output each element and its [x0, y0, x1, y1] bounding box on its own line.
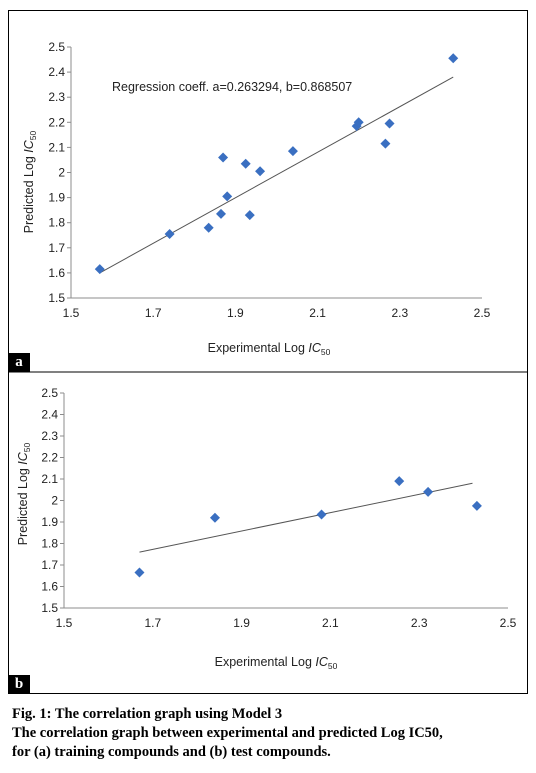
y-tick-label: 2.2	[41, 451, 58, 465]
data-point	[216, 208, 227, 219]
data-point	[255, 166, 266, 177]
x-tick-label: 1.7	[144, 616, 161, 630]
x-tick-label: 1.9	[227, 306, 244, 320]
x-tick-label: 2.3	[391, 306, 408, 320]
x-axis-title-b: Experimental Log IC50	[215, 655, 338, 671]
x-tick-label: 2.1	[322, 616, 339, 630]
trend-line	[99, 76, 454, 274]
data-point	[240, 158, 251, 169]
y-tick-label: 1.9	[41, 515, 58, 529]
y-axis-title-a: Predicted Log IC50	[22, 130, 38, 233]
y-tick-label: 2.4	[48, 65, 65, 79]
y-tick-label: 1.8	[48, 216, 65, 230]
data-point	[394, 476, 405, 487]
y-tick-label: 1.6	[48, 266, 65, 280]
chart-panel-a: Regression coeff. a=0.263294, b=0.868507…	[22, 40, 491, 357]
data-point	[423, 486, 434, 497]
chart-panel-b: Experimental Log IC50 Predicted Log IC50…	[16, 386, 517, 671]
y-tick-label: 2.2	[48, 115, 65, 129]
caption-title: Fig. 1: The correlation graph using Mode…	[12, 706, 283, 722]
y-tick-label: 2.3	[48, 90, 65, 104]
data-point	[287, 146, 298, 157]
trend-line	[139, 482, 473, 553]
figure-caption: Fig. 1: The correlation graph using Mode…	[12, 705, 532, 762]
y-tick-label: 2.5	[48, 40, 65, 54]
data-point	[218, 152, 229, 163]
figure-frame	[8, 10, 528, 694]
x-tick-label: 1.7	[145, 306, 162, 320]
data-point	[316, 509, 327, 520]
y-tick-label: 1.5	[48, 291, 65, 305]
data-point	[134, 567, 145, 578]
data-point	[384, 118, 395, 129]
y-tick-label: 2.1	[48, 140, 65, 154]
data-point	[94, 264, 105, 275]
data-point	[209, 512, 220, 523]
x-tick-label: 2.5	[500, 616, 517, 630]
y-tick-label: 1.6	[41, 580, 58, 594]
y-tick-label: 1.8	[41, 537, 58, 551]
y-axis-title-b: Predicted Log IC50	[16, 442, 32, 545]
figure-chart: Regression coeff. a=0.263294, b=0.868507…	[8, 40, 528, 671]
x-tick-label: 2.3	[411, 616, 428, 630]
data-point	[353, 117, 364, 128]
y-tick-label: 2.4	[41, 408, 58, 422]
x-tick-label: 1.9	[233, 616, 250, 630]
caption-line-3: for (a) training compounds and (b) test …	[12, 744, 331, 760]
data-point	[448, 53, 459, 64]
y-tick-label: 2	[51, 494, 58, 508]
panel-b-label: b	[8, 675, 30, 694]
x-axis-title-a: Experimental Log IC50	[208, 341, 331, 357]
y-tick-label: 1.5	[41, 601, 58, 615]
data-point	[164, 228, 175, 239]
data-point	[222, 191, 233, 202]
x-tick-label: 1.5	[63, 306, 80, 320]
y-tick-label: 1.9	[48, 191, 65, 205]
y-tick-label: 2	[58, 166, 65, 180]
regression-annotation: Regression coeff. a=0.263294, b=0.868507	[112, 80, 352, 94]
x-tick-label: 2.5	[474, 306, 491, 320]
y-tick-label: 2.1	[41, 472, 58, 486]
panel-a-label: a	[8, 353, 30, 372]
y-tick-label: 1.7	[41, 558, 58, 572]
data-point	[203, 222, 214, 233]
y-tick-label: 1.7	[48, 241, 65, 255]
x-tick-label: 1.5	[56, 616, 73, 630]
x-tick-label: 2.1	[309, 306, 326, 320]
data-point	[471, 500, 482, 511]
y-tick-label: 2.3	[41, 429, 58, 443]
caption-line-2: The correlation graph between experiment…	[12, 725, 443, 741]
data-point	[380, 138, 391, 149]
data-point	[244, 210, 255, 221]
y-tick-label: 2.5	[41, 386, 58, 400]
